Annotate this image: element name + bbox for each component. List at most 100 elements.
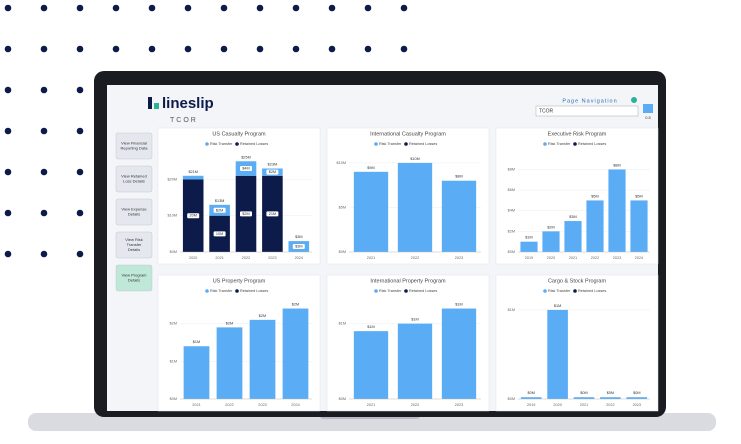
dot bbox=[40, 86, 48, 94]
chart-title: Executive Risk Program bbox=[548, 131, 607, 137]
nav-select[interactable] bbox=[535, 105, 639, 117]
dot bbox=[328, 45, 336, 53]
dot bbox=[292, 45, 300, 53]
x-tick-label: 2022 bbox=[242, 256, 250, 260]
panel-bg bbox=[495, 274, 659, 412]
data-label: $2M bbox=[226, 321, 233, 325]
legend-label: Retained Losses bbox=[409, 289, 437, 293]
dot bbox=[4, 168, 12, 176]
total-label: $25M bbox=[241, 155, 251, 159]
nav-select-text: TCOR bbox=[539, 108, 554, 114]
data-label: $8M bbox=[613, 163, 620, 167]
subtitle: TCOR bbox=[170, 117, 198, 124]
y-tick-label: $0M bbox=[170, 250, 177, 254]
y-tick-label: $0M bbox=[508, 250, 515, 254]
dot bbox=[4, 4, 12, 12]
chart-panel: US Casualty Program Risk Transfer Retained… bbox=[157, 127, 321, 265]
sidebar-button[interactable]: View Financial Reporting Data bbox=[115, 132, 153, 160]
data-label: $1M bbox=[367, 325, 374, 329]
legend-swatch bbox=[543, 142, 547, 146]
chart-title: Cargo & Stock Program bbox=[548, 278, 606, 284]
y-tick-label: $0M bbox=[339, 397, 346, 401]
x-tick-label: 2020 bbox=[547, 256, 555, 260]
dot bbox=[40, 250, 48, 258]
x-tick-label: 2021 bbox=[215, 256, 223, 260]
bar bbox=[441, 180, 477, 252]
label-bg bbox=[266, 211, 279, 217]
legend-swatch bbox=[235, 289, 239, 293]
dot bbox=[220, 4, 228, 12]
data-label: $2M bbox=[259, 314, 266, 318]
legend-swatch bbox=[205, 142, 209, 146]
bar bbox=[542, 231, 560, 252]
button-bg bbox=[115, 231, 153, 259]
dot bbox=[184, 45, 192, 53]
dot bbox=[76, 86, 84, 94]
data-label: $0M bbox=[528, 391, 535, 395]
label-bg bbox=[187, 213, 200, 219]
x-tick-label: 2024 bbox=[291, 403, 299, 407]
legend-label: Retained Losses bbox=[409, 142, 437, 146]
dot bbox=[40, 209, 48, 217]
button-bg bbox=[115, 198, 153, 226]
x-tick-label: 2023 bbox=[633, 403, 641, 407]
data-label: $1M bbox=[455, 303, 462, 307]
legend-swatch bbox=[573, 142, 577, 146]
dot bbox=[4, 209, 12, 217]
dot bbox=[184, 4, 192, 12]
x-tick-label: 2021 bbox=[569, 256, 577, 260]
x-tick-label: 2022 bbox=[225, 403, 233, 407]
y-tick-label: $0M bbox=[170, 397, 177, 401]
x-tick-label: 2020 bbox=[553, 403, 561, 407]
y-tick-label: $1M bbox=[339, 322, 346, 326]
bar bbox=[397, 162, 433, 252]
legend-swatch bbox=[374, 289, 378, 293]
dot bbox=[76, 127, 84, 135]
legend-label: Risk Transfer bbox=[210, 142, 233, 146]
sidebar-button[interactable]: View Retained Loss Details bbox=[115, 165, 153, 193]
y-tick-label: $6M bbox=[508, 188, 515, 192]
dot bbox=[40, 45, 48, 53]
y-tick-label: $0M bbox=[339, 250, 346, 254]
y-tick-label: $1M bbox=[170, 359, 177, 363]
total-label: $21M bbox=[188, 170, 198, 174]
dot bbox=[76, 250, 84, 258]
dot bbox=[4, 45, 12, 53]
dot bbox=[76, 45, 84, 53]
bar bbox=[282, 308, 309, 399]
bar bbox=[520, 241, 538, 252]
bar bbox=[608, 169, 626, 252]
bar bbox=[353, 331, 389, 399]
button-label: View Risk Transfer Details bbox=[125, 237, 143, 252]
y-tick-label: $8M bbox=[508, 167, 515, 171]
dot bbox=[148, 4, 156, 12]
x-tick-label: 2021 bbox=[367, 403, 375, 407]
y-tick-label: $1M bbox=[508, 308, 515, 312]
dot-pattern bbox=[4, 4, 408, 258]
x-tick-label: 2019 bbox=[527, 403, 535, 407]
bar bbox=[182, 175, 204, 180]
dot bbox=[76, 168, 84, 176]
dot bbox=[112, 4, 120, 12]
nav-button[interactable] bbox=[643, 104, 653, 113]
sidebar-button[interactable]: View Expense Details bbox=[115, 198, 153, 226]
x-tick-label: 2020 bbox=[189, 256, 197, 260]
data-label: $0M bbox=[633, 391, 640, 395]
dot bbox=[40, 127, 48, 135]
dot bbox=[256, 45, 264, 53]
sidebar-button[interactable]: View Program Details bbox=[115, 264, 153, 292]
chart-title: International Property Program bbox=[370, 278, 446, 284]
dot bbox=[40, 4, 48, 12]
dot bbox=[364, 4, 372, 12]
bar bbox=[626, 397, 648, 399]
x-tick-label: 2024 bbox=[635, 256, 643, 260]
x-tick-label: 2021 bbox=[192, 403, 200, 407]
chart-panel: Cargo & Stock Program Risk Transfer Retain… bbox=[495, 274, 659, 412]
legend-swatch bbox=[404, 289, 408, 293]
button-label: View Financial Reporting Data bbox=[121, 141, 149, 151]
sidebar-button[interactable]: View Risk Transfer Details bbox=[115, 231, 153, 259]
data-label: 21M bbox=[269, 212, 276, 216]
dot bbox=[292, 4, 300, 12]
